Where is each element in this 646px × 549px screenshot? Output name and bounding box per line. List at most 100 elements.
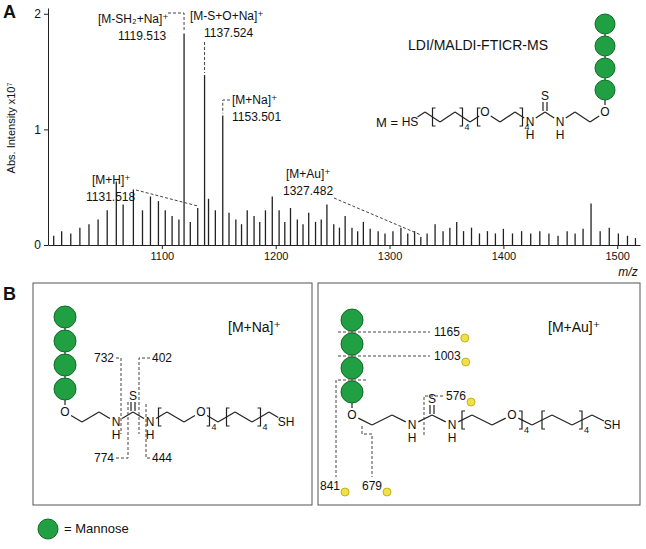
peak: [158, 201, 159, 245]
atom-label: SH: [604, 418, 621, 432]
peak: [235, 220, 236, 245]
peak: [315, 222, 316, 245]
double-bond: [130, 402, 131, 411]
atom-label: O: [347, 408, 356, 422]
panel-label: A: [3, 2, 16, 22]
x-tick-mark: [276, 245, 277, 249]
legend-symbol: [38, 519, 58, 539]
mannose: [341, 309, 363, 331]
x-axis-title: m/z: [618, 265, 637, 279]
peak: [627, 236, 628, 245]
peak: [171, 216, 172, 245]
bond: [133, 412, 144, 418]
peak: [97, 220, 98, 245]
peak: [272, 196, 273, 245]
x-tick: 1300: [378, 245, 402, 262]
x-tick: 1200: [264, 245, 288, 262]
peak: [426, 233, 427, 245]
x-tick-mark: [617, 245, 618, 249]
legend: = Mannose: [38, 519, 129, 539]
gold-marker: [341, 488, 349, 496]
x-tick-label: 1500: [605, 250, 629, 262]
panel-box: [318, 283, 640, 505]
bond: [392, 415, 406, 422]
peak: [107, 210, 108, 245]
annotation-mz: 1153.501: [232, 110, 281, 124]
legend-label: = Mannose: [64, 521, 129, 536]
fragment-label: 402: [152, 351, 172, 365]
peak: [357, 231, 358, 245]
x-tick: 1400: [492, 245, 516, 262]
double-bond: [433, 405, 434, 414]
gold-marker: [461, 334, 469, 342]
bond: [82, 412, 99, 422]
bond: [472, 415, 492, 425]
peak: [370, 229, 371, 245]
repeat-count: 4: [525, 122, 530, 132]
peak: [471, 228, 472, 245]
bracket: [227, 408, 230, 426]
atom-label: H: [556, 128, 565, 142]
mannose: [595, 14, 615, 34]
peak: [635, 238, 636, 245]
bond: [432, 415, 446, 422]
x-tick-label: 1200: [264, 250, 288, 262]
peak: [557, 236, 558, 245]
bracket: [519, 411, 522, 429]
x-tick-label: 1300: [378, 250, 402, 262]
bond: [184, 416, 195, 422]
peak: [326, 205, 327, 245]
annotation-mz: 1137.524: [204, 26, 253, 40]
repeat-count: 4: [465, 122, 470, 132]
peak: [530, 233, 531, 245]
x-tick: 1100: [151, 245, 175, 262]
atom-label: O: [507, 408, 516, 422]
y-tick-label: 2: [34, 7, 41, 21]
peak: [190, 222, 191, 245]
bracket: [460, 108, 463, 126]
fragment-label: 1165: [434, 325, 460, 339]
fragment-label: 841: [320, 479, 340, 493]
x-axis-line: [49, 245, 641, 246]
peak: [259, 222, 260, 245]
peak: [512, 233, 513, 245]
peak: [70, 233, 71, 245]
peak: [253, 216, 254, 245]
annotation-label: [M+Na]⁺: [232, 93, 277, 107]
repeat-count: 4: [584, 425, 589, 435]
figure: 11001200130014001500012Abs. Intensity x1…: [0, 0, 646, 549]
peak: [215, 210, 216, 245]
atom-label: HS: [402, 115, 419, 129]
peak: [228, 213, 229, 245]
peak: [278, 210, 279, 245]
peak: [363, 222, 364, 245]
x-tick-mark: [162, 245, 163, 249]
peak: [442, 231, 443, 245]
peaks: [54, 33, 636, 245]
bond: [590, 116, 599, 122]
chart-title: LDI/MALDI-FTICR-MS: [408, 37, 548, 53]
peak: [495, 233, 496, 245]
atom-label: H: [146, 428, 155, 442]
peak: [290, 208, 291, 245]
atom-label: N: [556, 115, 565, 129]
peak: [600, 231, 601, 245]
cleavage-line: [139, 358, 150, 434]
bond: [545, 112, 554, 118]
peak: [548, 233, 549, 245]
fragment-label: 576: [446, 389, 466, 403]
bond: [440, 112, 455, 122]
peak: [609, 228, 610, 245]
peak: [392, 231, 393, 245]
y-tick: 0: [34, 238, 48, 252]
peak: [321, 220, 322, 245]
atom-label: S: [541, 89, 549, 103]
peak: [308, 213, 309, 245]
peak: [449, 228, 450, 245]
x-tick-label: 1100: [151, 250, 175, 262]
fragment-label: 679: [362, 479, 382, 493]
peak: [407, 233, 408, 245]
bond: [167, 412, 184, 422]
peak: [378, 231, 379, 245]
fragment-label: 732: [94, 351, 114, 365]
